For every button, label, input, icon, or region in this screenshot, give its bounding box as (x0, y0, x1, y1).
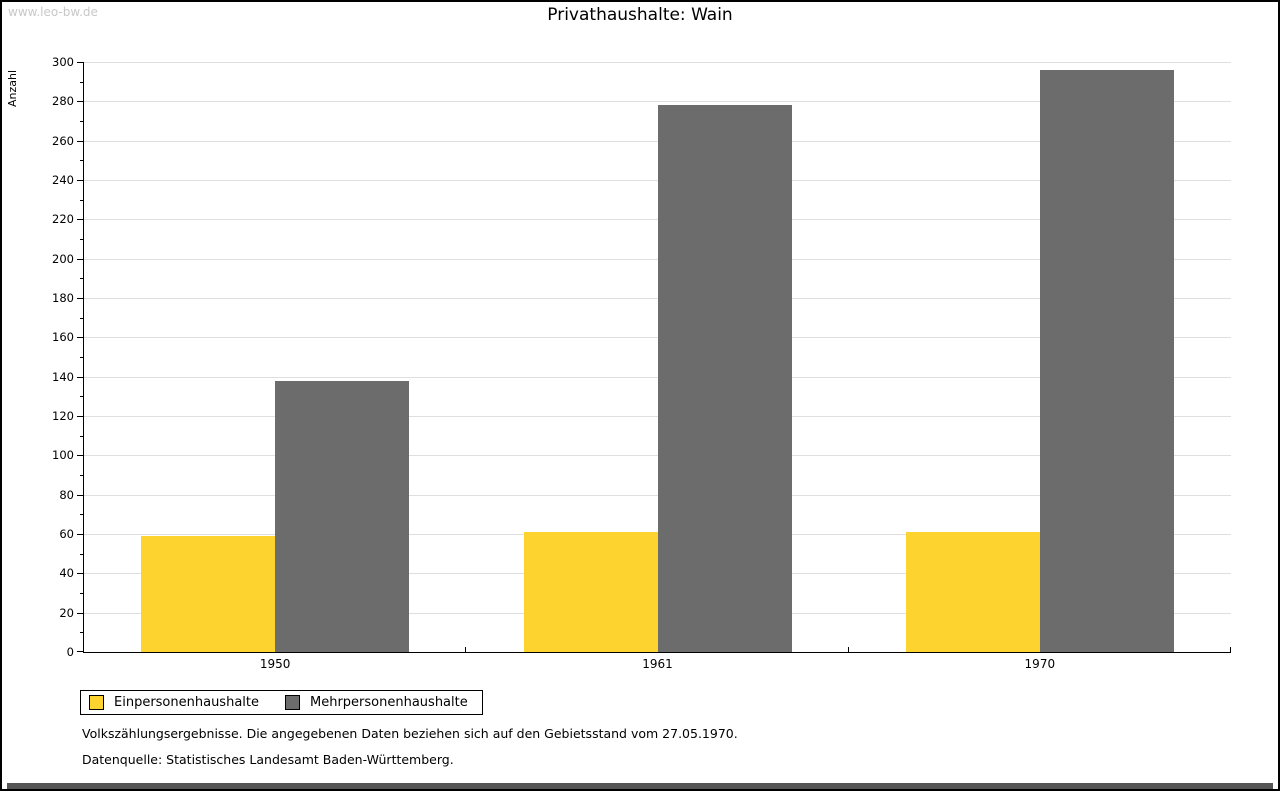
y-tick (77, 337, 84, 339)
y-tick (77, 219, 84, 221)
y-tick (77, 140, 84, 142)
plot-area: 0 20 40 60 80 100 120 140 160 180 200 220 240 260 280 3… (52, 55, 1231, 671)
y-tick (77, 534, 84, 535)
x-tick-label: 1961 (642, 657, 673, 671)
legend-label: Mehrpersonenhaushalte (310, 695, 468, 710)
bar-einpersonenhaushalte-1961 (523, 532, 658, 652)
y-minor-tick (80, 514, 84, 516)
y-minor-tick (80, 435, 84, 437)
y-minor-tick (80, 475, 84, 476)
y-tick (77, 573, 84, 575)
gridline (84, 101, 1231, 103)
y-tick-label: 240 (52, 173, 74, 187)
bar-einpersonenhaushalte-1970 (905, 532, 1040, 652)
y-minor-tick (80, 278, 84, 280)
y-minor-tick (80, 317, 84, 319)
y-minor-tick (80, 396, 84, 398)
y-minor-tick (80, 121, 84, 122)
y-tick (77, 455, 84, 457)
legend-item: Einpersonenhaushalte (89, 695, 259, 710)
y-tick-label: 0 (66, 645, 74, 659)
chart-title: Privathaushalte: Wain (547, 5, 733, 25)
y-tick-label: 80 (59, 487, 74, 502)
footnote-2: Datenquelle: Statistisches Landesamt Bad… (82, 752, 454, 767)
y-minor-tick (80, 553, 84, 555)
y-tick (77, 376, 84, 378)
y-tick (77, 494, 84, 496)
y-tick (77, 180, 84, 181)
y-tick-label: 200 (52, 251, 74, 266)
bar-mehrpersonenhaushalte-1970 (1039, 69, 1174, 652)
y-tick-label: 220 (52, 212, 74, 227)
y-tick (77, 101, 84, 103)
legend-label: Einpersonenhaushalte (114, 695, 259, 710)
y-tick (77, 612, 84, 614)
y-tick-label: 140 (52, 369, 74, 384)
bar-mehrpersonenhaushalte-1950 (275, 380, 410, 652)
bar-mehrpersonenhaushalte-1961 (657, 105, 792, 652)
y-tick-label: 40 (59, 566, 74, 581)
y-tick-label: 260 (52, 133, 74, 148)
y-tick-label: 160 (52, 330, 74, 345)
x-tick (1230, 647, 1231, 652)
y-minor-tick (80, 357, 84, 358)
y-tick-label: 280 (52, 94, 74, 109)
legend: Einpersonenhaushalte Mehrpersonenhaushalt… (80, 690, 483, 715)
y-minor-tick (80, 632, 84, 634)
x-tick-label: 1970 (1024, 657, 1056, 671)
y-tick-label: 60 (59, 527, 74, 541)
x-tick (465, 647, 466, 652)
y-minor-tick (80, 81, 84, 83)
y-tick-label: 180 (52, 291, 74, 305)
bottom-bar (7, 783, 1273, 789)
watermark: www.leo-bw.de (8, 5, 98, 19)
y-minor-tick (80, 160, 84, 162)
footnote-1: Volkszählungsergebnisse. Die angegebenen… (82, 726, 738, 741)
y-tick (77, 298, 84, 299)
gridline (84, 62, 1231, 63)
y-tick-label: 20 (59, 605, 74, 620)
y-minor-tick (80, 239, 84, 240)
y-minor-tick (80, 593, 84, 594)
y-axis-label: Anzahl (6, 69, 19, 107)
x-tick (848, 647, 849, 652)
y-tick-label: 300 (52, 55, 74, 69)
y-tick-label: 100 (52, 448, 74, 463)
y-tick (77, 258, 84, 260)
y-minor-tick (80, 199, 84, 201)
y-tick-label: 120 (52, 409, 74, 423)
bar-einpersonenhaushalte-1950 (141, 535, 276, 652)
x-tick-label: 1950 (259, 657, 291, 671)
legend-swatch-icon (89, 695, 104, 710)
y-tick (77, 416, 84, 417)
legend-swatch-icon (285, 695, 300, 710)
y-tick (77, 62, 84, 63)
y-tick (77, 651, 84, 652)
legend-item: Mehrpersonenhaushalte (285, 695, 468, 710)
